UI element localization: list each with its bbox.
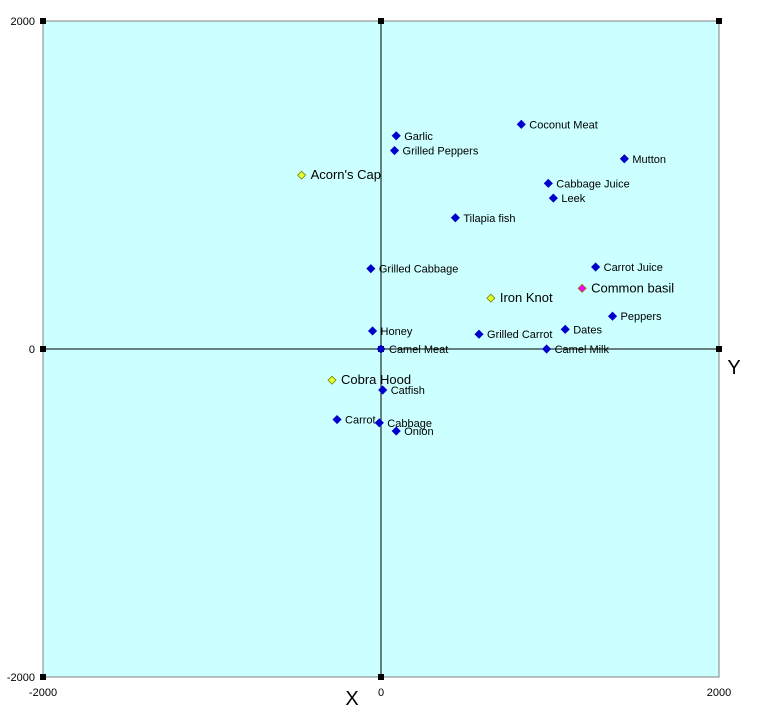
point-marker [577,283,587,293]
point-label: Grilled Carrot [487,329,552,341]
point-label: Iron Knot [500,290,553,305]
data-point: Onion [391,426,434,438]
axis-tick-mark [378,18,384,24]
point-label: Carrot Juice [604,262,663,274]
point-marker [591,262,601,272]
point-marker [619,154,629,164]
point-label: Cabbage [387,418,432,430]
data-point: Camel Milk [542,344,610,356]
point-label: Carrot [345,415,376,427]
data-point: Grilled Cabbage [366,264,459,276]
y-tick-max: 2000 [11,16,35,28]
point-label: Camel Meat [389,344,448,356]
data-point: Grilled Carrot [474,329,552,341]
axis-tick-mark [40,18,46,24]
y-tick-min: -2000 [7,672,35,684]
x-tick-min: -2000 [29,687,57,699]
point-label: Grilled Cabbage [379,264,459,276]
axis-tick-mark [716,346,722,352]
data-point: Cobra Hood [327,372,411,387]
data-point: Iron Knot [486,290,553,305]
data-point: Common basil [577,280,674,295]
point-marker [366,264,376,274]
axis-tick-mark [40,674,46,680]
x-tick-max: 2000 [707,687,731,699]
y-axis-title: Y [727,357,740,379]
data-point: Tilapia fish [450,213,516,225]
data-point: Cabbage [374,418,432,430]
point-label: Peppers [621,311,662,323]
point-marker [474,329,484,339]
point-marker [450,213,460,223]
point-label: Tilapia fish [463,213,515,225]
point-label: Cobra Hood [341,372,411,387]
point-marker [391,131,401,141]
point-label: Acorn's Cap [311,167,381,182]
point-label: Mutton [632,154,666,166]
point-marker [332,414,342,425]
data-point: Grilled Peppers [389,145,479,158]
data-point: Carrot [332,414,376,427]
point-marker [607,311,618,321]
data-point: Dates [560,324,602,336]
axis-tick-mark [40,346,46,352]
point-label: Onion [404,426,433,438]
data-points: Coconut Meat Garlic Grilled Peppers Mutton A… [297,119,674,438]
point-marker [542,344,552,354]
point-marker [516,119,526,129]
data-point: Carrot Juice [591,262,663,274]
point-marker [327,375,337,385]
point-label: Catfish [391,385,425,397]
point-label: Leek [561,193,585,205]
data-point: Coconut Meat [516,119,598,131]
point-marker [560,324,570,334]
data-point: Honey [367,326,413,338]
point-label: Cabbage Juice [556,178,629,190]
point-marker [486,293,496,303]
point-label: Dates [573,324,602,336]
point-label: Honey [381,326,413,338]
data-point: Camel Meat [376,344,448,356]
point-marker [389,145,400,156]
point-marker [543,178,553,188]
point-label: Common basil [591,280,674,295]
data-point: Peppers [607,311,662,323]
data-point: Mutton [619,154,666,166]
x-tick-zero: 0 [378,687,384,699]
point-label: Camel Milk [555,344,610,356]
point-marker [376,344,386,354]
point-marker [548,193,558,203]
x-axis-title: X [345,688,358,710]
point-marker [297,170,307,180]
data-point: Leek [548,193,586,205]
point-label: Garlic [404,131,433,143]
data-point: Acorn's Cap [297,167,381,182]
axis-tick-mark [378,674,384,680]
data-point: Catfish [378,385,425,397]
y-tick-zero: 0 [29,344,35,356]
axis-tick-mark [716,18,722,24]
point-label: Coconut Meat [529,119,597,131]
data-point: Garlic [391,131,433,143]
point-marker [378,385,388,395]
point-marker [391,426,401,436]
data-point: Cabbage Juice [543,178,630,190]
point-marker [367,326,378,336]
point-label: Grilled Peppers [403,146,479,158]
point-marker [374,418,384,428]
